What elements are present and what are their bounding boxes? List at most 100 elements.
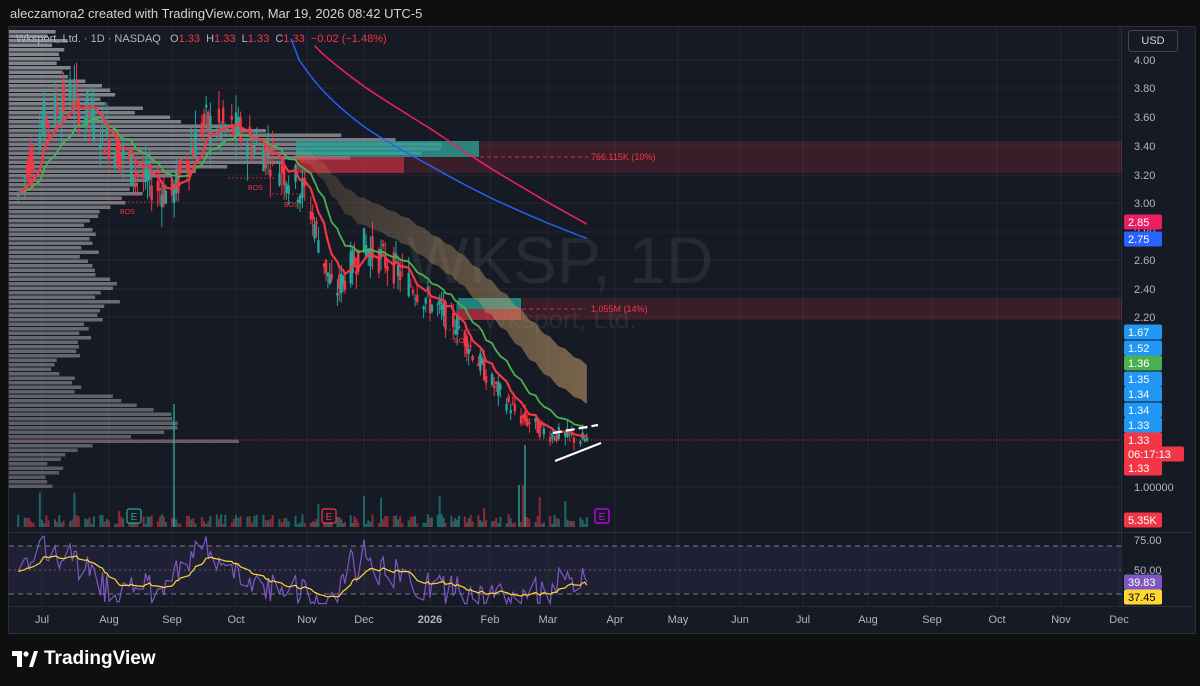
candle-body[interactable] — [287, 185, 290, 194]
candle-body[interactable] — [17, 193, 20, 197]
candle-body[interactable] — [119, 154, 123, 158]
candle-body[interactable] — [117, 145, 121, 170]
candle-body[interactable] — [55, 105, 59, 115]
earnings-markers[interactable]: E E E — [126, 508, 610, 524]
candle-body[interactable] — [47, 124, 50, 126]
triangle-lower-line[interactable] — [554, 441, 602, 463]
candle-body[interactable] — [101, 114, 104, 124]
candle-body[interactable] — [264, 146, 267, 169]
candle-body[interactable] — [192, 148, 195, 157]
candle-body[interactable] — [553, 438, 556, 440]
candle-body[interactable] — [122, 146, 125, 159]
currency-button[interactable]: USD — [1128, 30, 1178, 52]
candle-body[interactable] — [426, 287, 430, 291]
candle-body[interactable] — [262, 150, 265, 172]
candle-body[interactable] — [311, 212, 314, 220]
candle-body[interactable] — [490, 373, 494, 385]
earnings-icon[interactable] — [126, 508, 142, 524]
candle-body[interactable] — [282, 166, 286, 186]
candle-body[interactable] — [519, 416, 523, 424]
candle-body[interactable] — [58, 120, 61, 126]
candle-body[interactable] — [322, 263, 326, 268]
candle-body[interactable] — [428, 298, 432, 314]
rsi-indicator[interactable] — [9, 535, 1121, 606]
candle-body[interactable] — [237, 116, 240, 136]
candle-body[interactable] — [217, 108, 221, 123]
candle-body[interactable] — [422, 306, 425, 310]
candle-body[interactable] — [68, 81, 72, 101]
candle-body[interactable] — [136, 173, 139, 178]
rsi-ma-line[interactable] — [18, 555, 588, 598]
candle-body[interactable] — [40, 121, 44, 128]
candle-body[interactable] — [222, 107, 225, 124]
candle-body[interactable] — [142, 171, 145, 179]
candle-body[interactable] — [511, 403, 514, 405]
candle-body[interactable] — [392, 252, 396, 284]
candle-body[interactable] — [526, 418, 529, 426]
candle-body[interactable] — [407, 272, 410, 297]
candle-body[interactable] — [266, 145, 270, 156]
candle-body[interactable] — [156, 180, 159, 192]
candle-body[interactable] — [315, 221, 318, 225]
candle-body[interactable] — [555, 432, 558, 441]
candle-body[interactable] — [294, 165, 297, 182]
candle-body[interactable] — [343, 280, 347, 290]
triangle-upper-line[interactable] — [552, 423, 599, 435]
earnings-icon[interactable] — [321, 508, 337, 524]
candle-body[interactable] — [42, 99, 46, 138]
candle-body[interactable] — [409, 284, 413, 286]
candle-body[interactable] — [164, 190, 168, 204]
candle-body[interactable] — [381, 243, 385, 247]
candle-body[interactable] — [341, 275, 345, 285]
candle-body[interactable] — [328, 274, 331, 284]
candle-body[interactable] — [232, 125, 236, 137]
candle-body[interactable] — [190, 147, 193, 152]
symbol-legend[interactable]: Wksport, Ltd. · 1D · NASDAQ O1.33 H1.33 … — [16, 33, 387, 45]
candle-body[interactable] — [534, 418, 537, 422]
candle-body[interactable] — [298, 194, 302, 204]
candle-body[interactable] — [32, 164, 35, 170]
candle-body[interactable] — [367, 249, 370, 258]
candle-body[interactable] — [158, 187, 162, 191]
candle-body[interactable] — [379, 249, 383, 258]
candle-body[interactable] — [317, 240, 320, 253]
candle-body[interactable] — [497, 381, 500, 396]
candle-body[interactable] — [77, 100, 80, 126]
candle-body[interactable] — [369, 248, 372, 267]
candle-body[interactable] — [440, 304, 443, 310]
candle-body[interactable] — [362, 228, 366, 253]
candle-body[interactable] — [479, 353, 482, 371]
candle-body[interactable] — [309, 211, 312, 220]
candle-body[interactable] — [340, 273, 343, 294]
candle-body[interactable] — [583, 439, 586, 442]
candle-body[interactable] — [542, 428, 546, 435]
candle-body[interactable] — [467, 348, 470, 354]
candle-body[interactable] — [579, 441, 582, 444]
candle-body[interactable] — [326, 272, 330, 276]
candle-body[interactable] — [338, 274, 341, 289]
candle-body[interactable] — [424, 298, 427, 304]
candle-body[interactable] — [463, 331, 467, 347]
candle-body[interactable] — [23, 175, 26, 179]
triangle-pattern[interactable] — [552, 423, 602, 463]
candle-body[interactable] — [99, 144, 102, 150]
candle-body[interactable] — [481, 358, 484, 364]
candle-body[interactable] — [442, 302, 445, 317]
candle-body[interactable] — [465, 336, 468, 354]
candle-body[interactable] — [548, 437, 552, 442]
candle-body[interactable] — [25, 165, 29, 174]
candle-body[interactable] — [557, 427, 561, 440]
candle-body[interactable] — [278, 173, 281, 186]
candle-body[interactable] — [285, 183, 288, 194]
candle-body[interactable] — [150, 185, 153, 201]
candle-body[interactable] — [377, 249, 381, 273]
candle-body[interactable] — [255, 138, 258, 142]
candle-body[interactable] — [528, 422, 531, 424]
candle-body[interactable] — [386, 266, 389, 271]
candle-body[interactable] — [536, 418, 539, 433]
candle-body[interactable] — [187, 162, 191, 176]
candle-body[interactable] — [280, 162, 284, 174]
candle-body[interactable] — [160, 194, 164, 208]
candle-body[interactable] — [438, 299, 441, 305]
candle-body[interactable] — [177, 166, 180, 194]
